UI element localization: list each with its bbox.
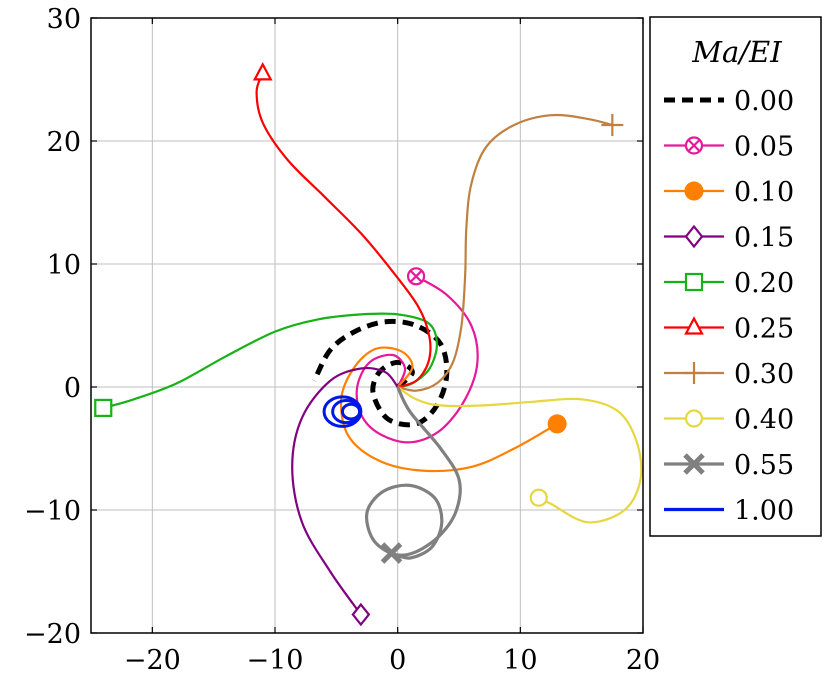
series-line-1 bbox=[355, 275, 479, 444]
series-line-4 bbox=[103, 312, 439, 409]
legend-label: 0.40 bbox=[734, 405, 794, 436]
axis-ticks: −20 −10 0 10 20 −20 −10 0 10 20 30 bbox=[24, 4, 660, 676]
legend-label: 0.30 bbox=[734, 359, 794, 390]
series-marker-2 bbox=[547, 414, 567, 434]
series-markers bbox=[94, 62, 624, 627]
y-tick-label: 20 bbox=[47, 127, 81, 158]
series-line-6 bbox=[397, 113, 613, 392]
legend-box bbox=[649, 16, 822, 537]
legend-label: 0.10 bbox=[734, 177, 794, 208]
y-tick-label: 10 bbox=[47, 250, 81, 281]
legend-label: 0.05 bbox=[734, 132, 794, 163]
legend-marker bbox=[684, 224, 704, 249]
series-line-5 bbox=[255, 72, 432, 389]
legend-entry: 0.30 bbox=[664, 359, 794, 390]
legend-entry: 0.40 bbox=[664, 405, 794, 436]
legend-entry: 0.25 bbox=[664, 314, 794, 345]
series-marker-7 bbox=[529, 488, 548, 507]
y-tick-label: 30 bbox=[47, 4, 81, 35]
legend-title: Ma/EI bbox=[691, 35, 782, 69]
series-lines bbox=[103, 72, 643, 616]
series-line-8 bbox=[365, 386, 462, 560]
series-line-3 bbox=[291, 366, 399, 616]
legend-marker bbox=[684, 181, 704, 201]
y-tick-label: −10 bbox=[24, 496, 81, 527]
legend-entry: 0.20 bbox=[664, 268, 794, 299]
series-marker-5 bbox=[252, 62, 273, 81]
series-line-7 bbox=[397, 386, 643, 524]
series-1-circles bbox=[322, 395, 363, 428]
legend-marker bbox=[683, 453, 705, 475]
legend-entry: 0.15 bbox=[664, 223, 794, 254]
legend-entry: 0.05 bbox=[664, 132, 794, 163]
legend: Ma/EI 0.00 0.05 0.10 0.15 0.20 0.25 0.30 0.40 0.… bbox=[649, 16, 822, 537]
series-marker-8 bbox=[380, 542, 403, 564]
legend-entry: 1.00 bbox=[664, 496, 794, 527]
legend-marker bbox=[684, 272, 704, 292]
legend-label: 0.55 bbox=[734, 450, 794, 481]
legend-marker bbox=[684, 136, 704, 155]
x-tick-label: 20 bbox=[626, 645, 660, 676]
legend-entry: 0.00 bbox=[664, 86, 794, 117]
x-tick-label: −20 bbox=[124, 645, 181, 676]
legend-entry: 0.10 bbox=[664, 177, 794, 208]
legend-label: 1.00 bbox=[734, 496, 794, 527]
legend-label: 0.20 bbox=[734, 268, 794, 299]
legend-marker bbox=[683, 362, 705, 384]
legend-marker bbox=[684, 316, 704, 335]
legend-marker bbox=[684, 409, 704, 428]
series-marker-4 bbox=[94, 398, 113, 418]
x-tick-label: 0 bbox=[389, 645, 406, 676]
legend-label: 0.00 bbox=[734, 86, 794, 117]
series-1-loop-2 bbox=[340, 402, 362, 421]
series-marker-1 bbox=[406, 267, 426, 286]
legend-label: 0.15 bbox=[734, 223, 794, 254]
series-marker-3 bbox=[351, 602, 371, 627]
legend-entry: 0.55 bbox=[664, 450, 794, 481]
plot-frame bbox=[90, 17, 644, 634]
y-tick-label: −20 bbox=[24, 619, 81, 650]
legend-label: 0.25 bbox=[734, 314, 794, 345]
series-line-2 bbox=[339, 346, 558, 473]
series-marker-6 bbox=[601, 114, 624, 137]
y-tick-label: 0 bbox=[64, 373, 81, 404]
x-tick-label: −10 bbox=[247, 645, 304, 676]
x-tick-label: 10 bbox=[503, 645, 537, 676]
